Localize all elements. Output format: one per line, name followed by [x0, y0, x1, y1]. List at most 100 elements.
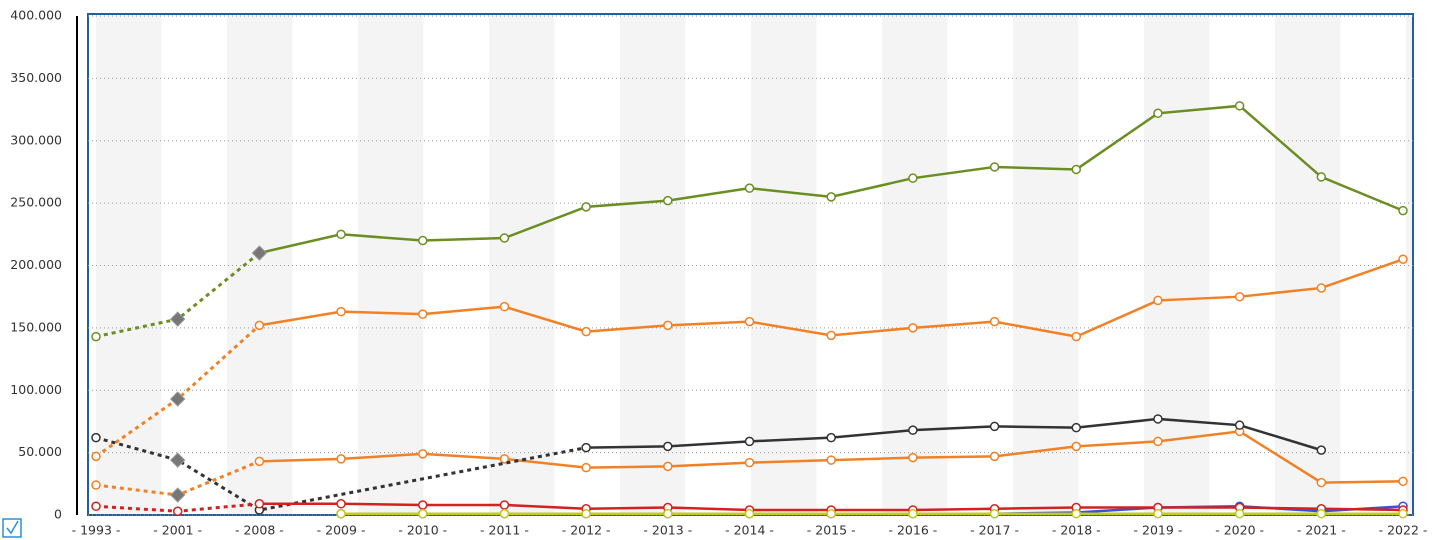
- y-tick-label: 250.000: [10, 195, 62, 210]
- line: [259, 104, 1404, 255]
- stripe: [1013, 16, 1079, 515]
- x-tick-label: - 2020 -: [1215, 523, 1264, 538]
- point: [581, 202, 591, 212]
- point: [663, 195, 673, 206]
- point-diamond: [169, 487, 186, 503]
- point: [989, 451, 1000, 462]
- point: [1316, 172, 1327, 182]
- point: [254, 499, 265, 509]
- point: [1234, 291, 1245, 302]
- point: [499, 454, 510, 464]
- x-tick-label: - 1993 -: [72, 523, 121, 538]
- line: [586, 417, 1322, 452]
- y-tick-label: 400.000: [10, 8, 62, 23]
- x-tick-label: - 2018 -: [1052, 523, 1101, 538]
- point: [254, 456, 265, 467]
- point: [581, 442, 591, 453]
- point: [1071, 509, 1081, 519]
- point: [1071, 441, 1081, 452]
- point: [908, 425, 918, 435]
- y-tick-label: 350.000: [10, 70, 62, 85]
- point: [499, 301, 510, 312]
- point: [989, 509, 1000, 519]
- point: [91, 432, 101, 443]
- point: [744, 183, 755, 193]
- point-diamond: [169, 391, 186, 407]
- dashed-segment: [95, 436, 587, 512]
- stripe: [358, 16, 424, 515]
- point: [1316, 445, 1327, 455]
- point: [1398, 476, 1408, 487]
- point: [989, 316, 1000, 327]
- point: [418, 309, 428, 319]
- point-diamond: [169, 452, 186, 468]
- point: [1071, 164, 1081, 175]
- y-tick-label: 150.000: [10, 319, 62, 334]
- y-tick-label: 50.000: [18, 444, 62, 459]
- x-tick-label: - 2022 -: [1379, 523, 1428, 538]
- point: [91, 501, 101, 512]
- point: [744, 457, 755, 468]
- point: [336, 306, 346, 317]
- point: [1071, 331, 1081, 342]
- point: [989, 162, 1000, 172]
- point: [499, 509, 510, 519]
- point: [336, 509, 346, 519]
- point: [1398, 509, 1408, 519]
- point: [1153, 108, 1163, 119]
- point: [908, 173, 918, 183]
- point: [499, 233, 510, 243]
- point: [908, 509, 918, 519]
- point: [826, 455, 836, 465]
- point: [1153, 414, 1163, 424]
- point: [989, 421, 1000, 432]
- x-tick-label: - 2012 -: [562, 523, 611, 538]
- point: [908, 323, 918, 333]
- point: [581, 462, 591, 473]
- point: [91, 451, 101, 462]
- point: [172, 506, 183, 517]
- point: [336, 229, 346, 240]
- point: [826, 432, 836, 443]
- x-tick-label: - 2021 -: [1297, 523, 1346, 538]
- point: [826, 509, 836, 519]
- x-tick-label: - 2017 -: [970, 523, 1019, 538]
- point: [908, 452, 918, 463]
- x-tick-label: - 2010 -: [398, 523, 447, 538]
- y-tick-label: 100.000: [10, 382, 62, 397]
- point: [1234, 420, 1245, 430]
- point: [581, 326, 591, 337]
- point: [1316, 283, 1327, 293]
- point: [663, 509, 673, 519]
- point: [663, 320, 673, 331]
- line: [259, 258, 1404, 338]
- checkmark: [6, 520, 19, 535]
- x-tick-label: - 2008 -: [235, 523, 284, 538]
- y-tick-label: 200.000: [10, 257, 62, 272]
- point: [499, 500, 510, 510]
- point: [744, 316, 755, 327]
- point: [1398, 254, 1408, 265]
- point: [418, 509, 428, 519]
- point: [1153, 295, 1163, 306]
- point: [91, 480, 101, 490]
- y-tick-label: 300.000: [10, 132, 62, 147]
- point: [663, 441, 673, 452]
- stripe: [882, 16, 948, 515]
- point: [744, 509, 755, 519]
- stripe: [1406, 16, 1413, 515]
- stripe: [489, 16, 555, 515]
- y-tick-label: 0: [54, 507, 62, 522]
- point: [744, 436, 755, 447]
- stripe: [1275, 16, 1341, 515]
- point-diamond: [251, 245, 268, 261]
- point-diamond: [169, 311, 186, 327]
- point: [1234, 101, 1245, 111]
- point: [336, 499, 346, 509]
- point: [418, 235, 428, 246]
- point: [1071, 422, 1081, 433]
- point: [418, 500, 428, 510]
- point: [418, 449, 428, 459]
- point: [1316, 509, 1327, 519]
